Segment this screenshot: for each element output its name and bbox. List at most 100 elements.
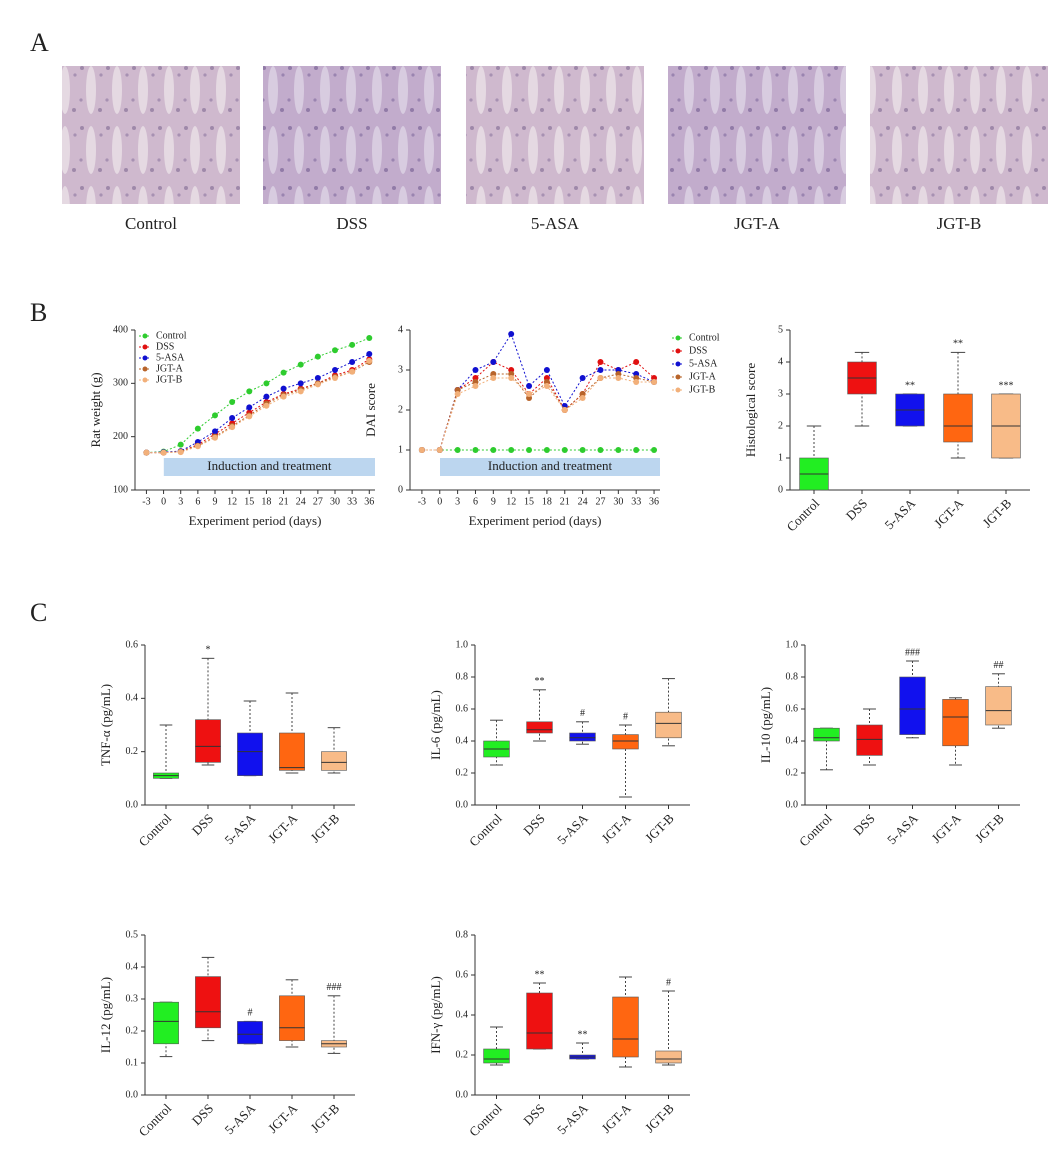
legend-marker <box>675 374 681 380</box>
legend-label: DSS <box>689 345 707 356</box>
y-tick-label: 0.4 <box>126 961 139 972</box>
point <box>212 428 218 435</box>
point <box>543 447 550 453</box>
point <box>246 413 253 420</box>
x-tick-label: 5-ASA <box>222 810 259 847</box>
point <box>297 388 304 395</box>
significance: ** <box>578 1029 588 1040</box>
x-tick-label: JGT-A <box>598 810 634 846</box>
point <box>143 449 150 456</box>
point <box>332 347 338 354</box>
point <box>436 447 443 453</box>
x-tick-label: 3 <box>455 496 460 507</box>
significance: ** <box>953 339 963 350</box>
x-tick-label: Control <box>796 810 835 849</box>
panel-label: B <box>30 298 47 327</box>
x-axis-label: Experiment period (days) <box>189 513 322 528</box>
point <box>597 367 604 373</box>
x-tick-label: 36 <box>649 496 659 507</box>
point <box>508 375 515 381</box>
legend-marker <box>142 333 148 339</box>
point <box>543 383 550 389</box>
series-line <box>146 360 370 454</box>
point <box>526 383 533 389</box>
series-line <box>146 361 370 454</box>
significance: ** <box>535 969 545 980</box>
point <box>651 379 658 385</box>
x-tick-label: 6 <box>473 496 478 507</box>
point <box>263 393 270 400</box>
y-tick-label: 0.2 <box>126 746 139 757</box>
x-tick-label: 15 <box>244 496 254 507</box>
x-tick-label: Control <box>466 1100 505 1139</box>
y-tick-label: 0.1 <box>126 1057 139 1068</box>
x-tick-label: 5-ASA <box>882 495 919 532</box>
y-axis-label: IL-10 (pg/mL) <box>758 687 773 763</box>
x-tick-label: DSS <box>843 496 870 523</box>
x-tick-label: 3 <box>178 496 183 507</box>
y-axis-label: Histological score <box>743 363 758 457</box>
significance: * <box>206 645 211 656</box>
box <box>612 996 639 1058</box>
significance: ** <box>535 676 545 687</box>
box <box>856 724 883 756</box>
significance: ### <box>327 982 342 993</box>
y-tick-label: 0.4 <box>456 1009 469 1020</box>
histology-tint <box>263 66 441 204</box>
point <box>615 375 622 381</box>
image-label: DSS <box>336 214 367 233</box>
x-tick-label: 30 <box>330 496 340 507</box>
significance: # <box>666 977 671 988</box>
box <box>279 732 305 771</box>
legend-marker <box>142 377 148 383</box>
point <box>490 375 497 381</box>
y-tick-label: 0 <box>778 484 783 495</box>
annotation: Induction and treatment <box>207 458 332 473</box>
y-tick-label: 1.0 <box>456 639 469 650</box>
y-tick-label: 0.8 <box>786 671 799 682</box>
y-tick-label: 3 <box>778 388 783 399</box>
x-tick-label: Control <box>784 495 823 534</box>
y-axis-label: IL-12 (pg/mL) <box>98 977 113 1053</box>
point <box>349 368 356 375</box>
x-tick-label: 5-ASA <box>222 1100 259 1137</box>
legend-label: Control <box>689 332 720 343</box>
x-tick-label: DSS <box>520 1101 547 1128</box>
histology-tint <box>466 66 644 204</box>
legend-label: JGT-A <box>689 371 717 382</box>
point <box>561 447 568 453</box>
y-tick-label: 0.8 <box>456 671 469 682</box>
point <box>366 351 373 357</box>
legend-marker <box>142 355 148 361</box>
y-tick-label: 1.0 <box>786 639 799 650</box>
point <box>332 375 338 381</box>
point <box>615 447 622 453</box>
box <box>195 976 221 1029</box>
significance: # <box>248 1008 253 1019</box>
x-tick-label: Control <box>136 810 175 849</box>
series-line <box>421 332 655 451</box>
box <box>153 1001 179 1045</box>
y-tick-label: 400 <box>113 324 128 335</box>
annotation-band <box>163 458 375 476</box>
x-tick-label: 0 <box>161 496 166 507</box>
y-tick-label: 0.4 <box>456 735 469 746</box>
x-tick-label: -3 <box>142 496 150 507</box>
point <box>194 443 201 450</box>
point <box>332 367 338 373</box>
box <box>237 1021 263 1045</box>
x-tick-label: 5-ASA <box>554 810 591 847</box>
x-tick-label: JGT-A <box>931 495 967 531</box>
y-tick-label: 0.6 <box>456 703 469 714</box>
box <box>985 686 1012 726</box>
y-tick-label: 2 <box>398 404 403 415</box>
annotation: Induction and treatment <box>488 458 613 473</box>
y-tick-label: 0.0 <box>456 1089 469 1100</box>
x-tick-label: JGT-B <box>307 810 342 845</box>
histology-tint <box>62 66 240 204</box>
x-tick-label: 33 <box>347 496 357 507</box>
legend-label: 5-ASA <box>689 358 718 369</box>
x-tick-label: JGT-B <box>642 1100 677 1135</box>
x-tick-label: DSS <box>850 811 877 838</box>
